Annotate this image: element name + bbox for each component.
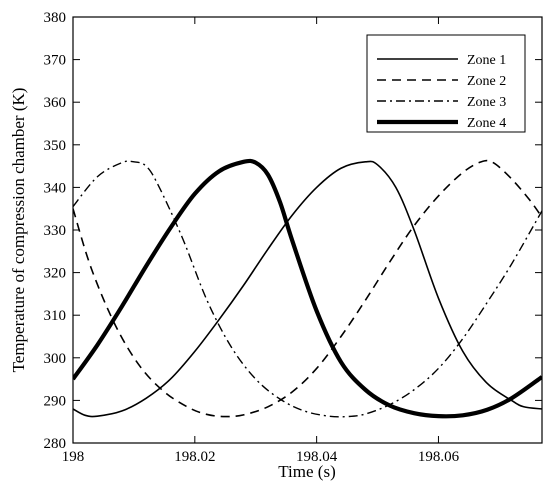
y-axis-title: Temperature of compression chamber (K)	[9, 88, 28, 373]
series-line-zone-1	[73, 160, 542, 418]
y-tick-label: 370	[44, 53, 67, 69]
y-tick-label: 290	[44, 393, 67, 409]
y-tick-label: 310	[44, 308, 67, 324]
y-tick-label: 340	[44, 180, 67, 196]
y-tick-label: 280	[44, 436, 67, 452]
legend: Zone 1 Zone 2 Zone 3 Zone 4	[366, 34, 526, 133]
x-tick-label: 198.04	[296, 449, 338, 465]
series-line-zone-3	[73, 160, 542, 418]
x-axis-title: Time (s)	[278, 462, 335, 481]
legend-entries: Zone 1 Zone 2 Zone 3 Zone 4	[377, 53, 506, 131]
y-tick-label: 360	[44, 95, 67, 111]
y-tick-label: 380	[44, 10, 67, 26]
series-line-zone-4	[73, 158, 542, 419]
y-tick-label: 320	[44, 266, 67, 282]
legend-label: Zone 1	[467, 53, 506, 68]
series-line-zone-2	[73, 159, 542, 418]
x-tick-label: 198.06	[418, 449, 460, 465]
axis-ticks: 198 198.02 198.04 198.06 280 290 300 310 320 330 3…	[44, 10, 542, 465]
y-tick-label: 300	[44, 351, 67, 367]
y-tick-label: 350	[44, 138, 67, 154]
x-tick-label: 198.02	[174, 449, 215, 465]
legend-label: Zone 2	[467, 74, 506, 89]
y-tick-label: 330	[44, 223, 67, 239]
legend-label: Zone 4	[467, 116, 506, 131]
legend-box	[366, 34, 526, 133]
series-group	[73, 158, 542, 419]
x-tick-label: 198	[62, 449, 85, 465]
legend-label: Zone 3	[467, 95, 506, 110]
